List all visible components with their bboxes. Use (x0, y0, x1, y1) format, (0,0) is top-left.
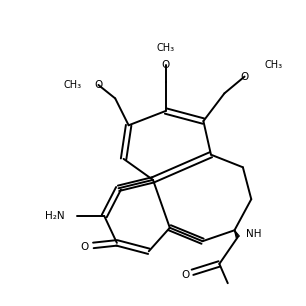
Text: O: O (162, 60, 170, 70)
Text: O: O (94, 80, 103, 90)
Text: O: O (182, 270, 190, 280)
Text: NH: NH (246, 229, 262, 239)
Text: CH₃: CH₃ (157, 43, 175, 53)
Text: O: O (81, 242, 89, 252)
Text: H₂N: H₂N (45, 211, 65, 221)
Text: CH₃: CH₃ (63, 80, 82, 90)
Text: O: O (241, 72, 249, 82)
Text: CH₃: CH₃ (265, 60, 283, 70)
